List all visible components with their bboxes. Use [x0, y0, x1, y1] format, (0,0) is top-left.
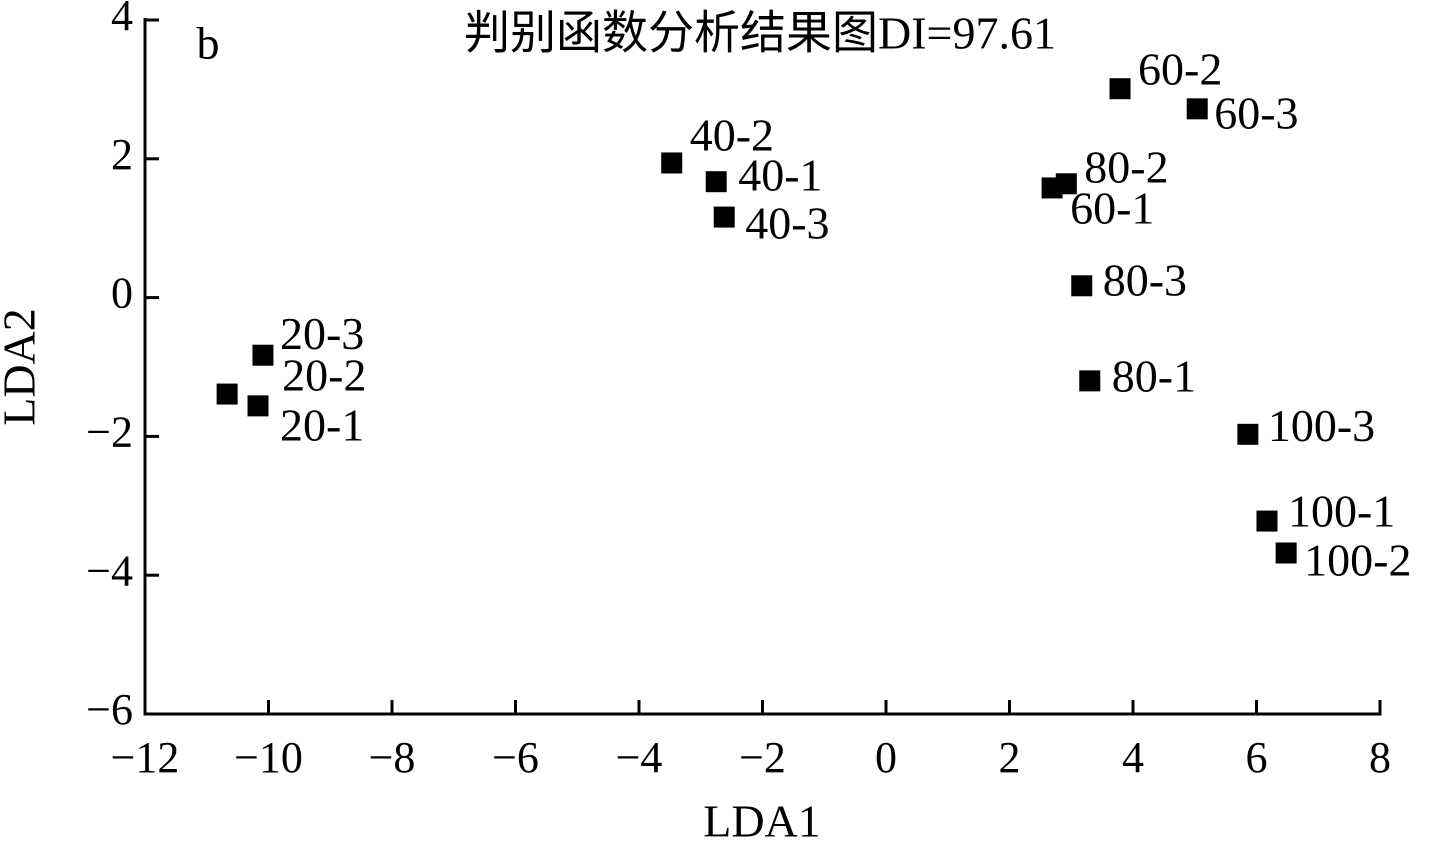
point-label: 100-3: [1268, 400, 1375, 451]
x-tick-label: 4: [1122, 733, 1144, 782]
x-tick-label: 0: [875, 733, 897, 782]
point: [1041, 177, 1063, 199]
x-tick-label: 6: [1246, 733, 1268, 782]
x-tick-label: −8: [369, 733, 416, 782]
point: [713, 206, 735, 228]
point-label: 80-1: [1112, 350, 1196, 401]
point-label: 100-1: [1288, 486, 1395, 537]
point: [1275, 542, 1297, 564]
x-tick-label: −2: [739, 733, 786, 782]
point: [1109, 78, 1131, 100]
point-label: 80-3: [1103, 254, 1187, 305]
point-label: 40-3: [745, 198, 829, 249]
x-tick-label: 8: [1369, 733, 1391, 782]
x-tick-label: −12: [111, 733, 180, 782]
point: [1186, 98, 1208, 120]
point-label: 20-3: [280, 308, 364, 359]
panel-label: b: [197, 18, 220, 69]
point-label: 80-2: [1084, 141, 1168, 192]
point: [1256, 510, 1278, 532]
point-label: 20-2: [282, 350, 366, 401]
y-tick-label: 2: [111, 130, 133, 179]
point: [252, 344, 274, 366]
point-label: 60-2: [1138, 43, 1222, 94]
point-label: 60-3: [1214, 87, 1298, 138]
y-tick-label: −6: [86, 685, 133, 734]
y-tick-label: −4: [86, 546, 133, 595]
point-label: 40-1: [738, 149, 822, 200]
point-label: 40-2: [690, 110, 774, 161]
point: [216, 383, 238, 405]
point: [247, 395, 269, 417]
point-label: 60-1: [1070, 183, 1154, 234]
point-label: 100-2: [1304, 535, 1411, 586]
x-axis-label: LDA1: [703, 796, 821, 843]
y-tick-label: 4: [111, 0, 133, 40]
y-axis-label: LDA2: [0, 308, 45, 426]
x-tick-label: −4: [616, 733, 663, 782]
point: [1071, 275, 1093, 297]
y-tick-label: 0: [111, 269, 133, 318]
x-tick-label: −10: [234, 733, 303, 782]
point: [1237, 423, 1259, 445]
point: [661, 152, 683, 174]
point-label: 20-1: [280, 399, 364, 450]
point: [705, 171, 727, 193]
y-tick-label: −2: [86, 407, 133, 456]
chart-title: 判别函数分析结果图DI=97.61: [464, 8, 1056, 59]
x-tick-label: −6: [492, 733, 539, 782]
x-tick-label: 2: [999, 733, 1021, 782]
point: [1079, 370, 1101, 392]
